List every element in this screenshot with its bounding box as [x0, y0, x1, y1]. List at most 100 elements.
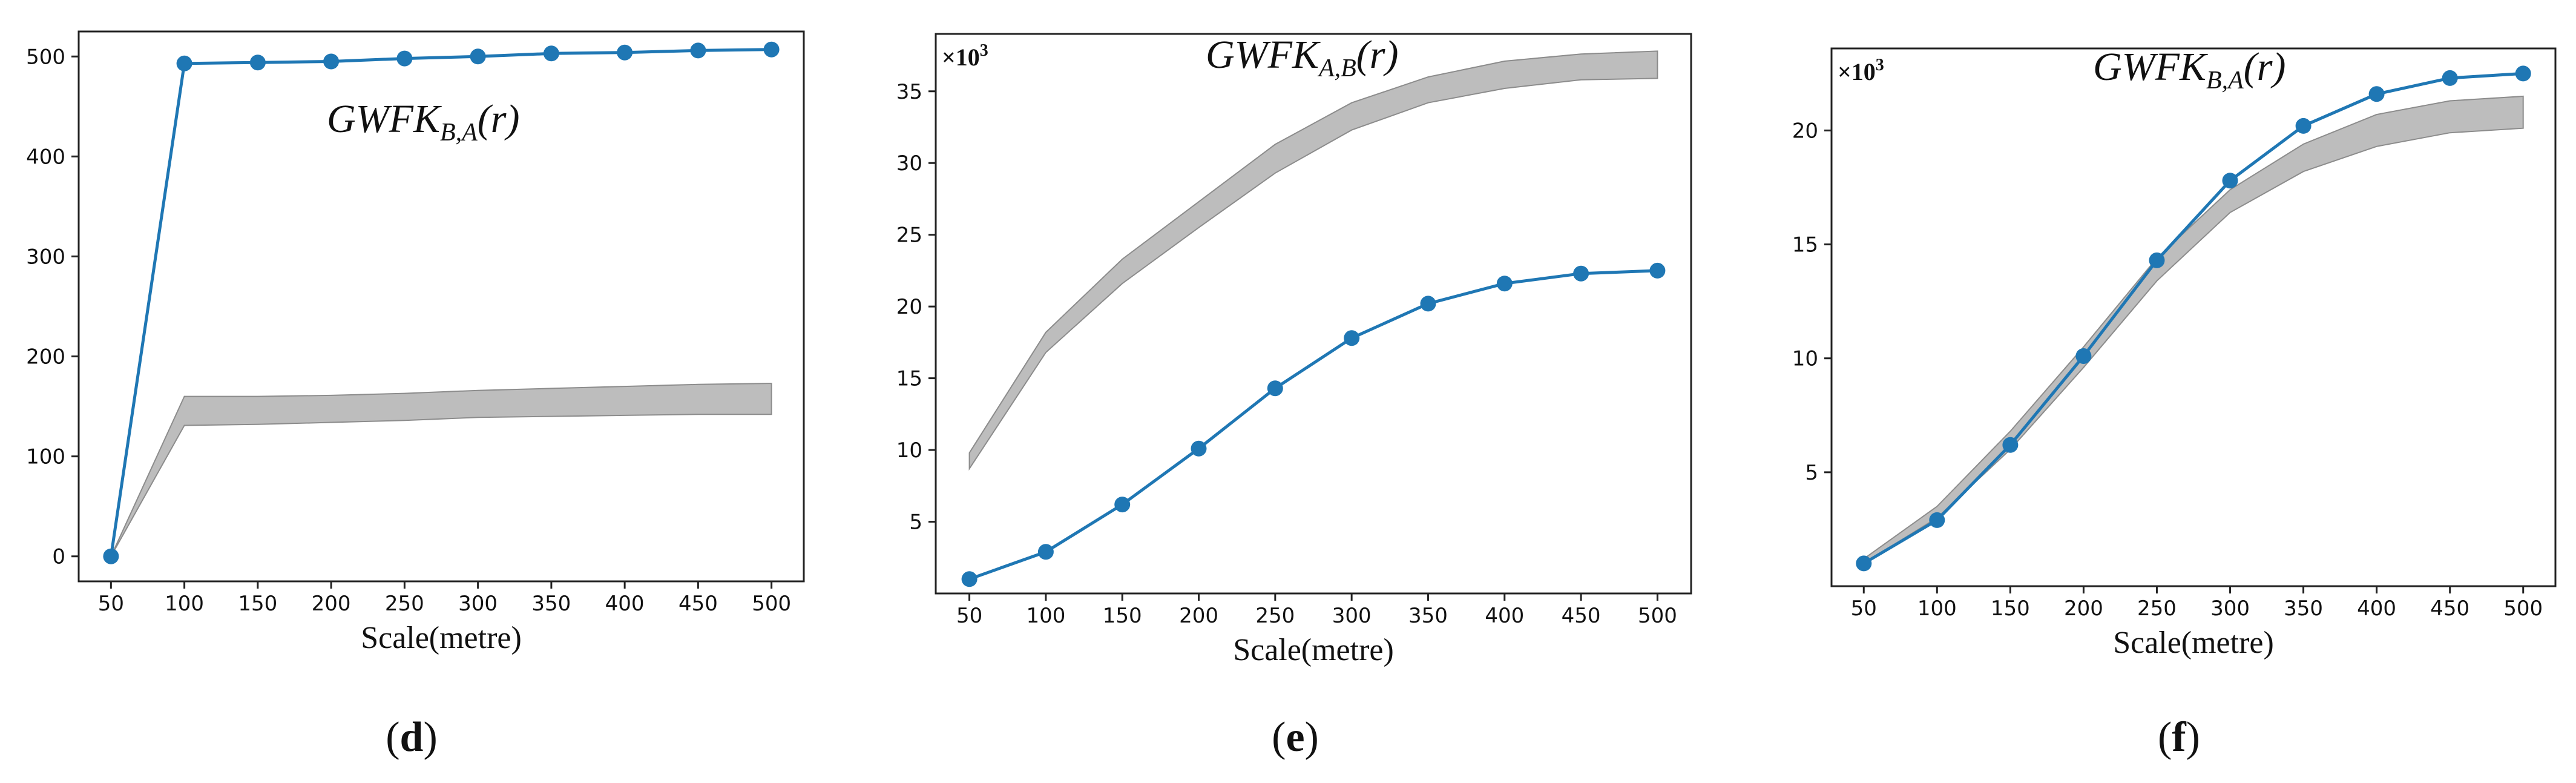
- y-tick-label: 10: [896, 438, 922, 463]
- data-point: [103, 548, 119, 564]
- chart-title: GWFKA,B(r): [1206, 33, 1398, 82]
- x-tick-label: 450: [1562, 604, 1601, 628]
- data-point: [2002, 437, 2019, 453]
- data-point: [1344, 330, 1360, 346]
- x-axis-label: Scale(metre): [361, 621, 522, 655]
- data-point: [1573, 265, 1589, 282]
- x-tick-label: 150: [1991, 596, 2030, 621]
- x-tick-label: 350: [531, 592, 571, 616]
- data-point: [961, 571, 978, 587]
- data-point: [2295, 117, 2312, 134]
- data-point: [617, 44, 633, 61]
- x-tick-label: 150: [238, 592, 277, 616]
- title-main: GWFK: [2093, 45, 2208, 89]
- panel-label-f: (f): [2158, 714, 2200, 761]
- x-tick-label: 150: [1103, 604, 1142, 628]
- y-tick-label: 35: [896, 80, 922, 104]
- x-axis-label: Scale(metre): [1233, 633, 1394, 667]
- envelope-band: [110, 383, 772, 557]
- plot-frame: [77, 30, 805, 583]
- y-tick-label: 500: [26, 45, 65, 69]
- y-tick-label: 15: [1792, 233, 1818, 257]
- x-tick-label: 250: [1255, 604, 1295, 628]
- data-point: [176, 55, 192, 71]
- title-tail: (r): [1356, 33, 1399, 77]
- series-line: [1863, 71, 2523, 565]
- title-subscript: A,B: [1317, 55, 1356, 82]
- x-tick-label: 500: [1638, 604, 1677, 628]
- data-point: [396, 50, 413, 67]
- data-point: [763, 41, 780, 58]
- title-subscript: B,A: [2206, 67, 2244, 94]
- panel-label-close: ): [423, 714, 437, 761]
- panel-label-letter: e: [1286, 714, 1304, 761]
- y-tick-label: 15: [896, 367, 922, 391]
- panel-label-open: (: [1272, 714, 1286, 761]
- x-tick-label: 250: [2137, 596, 2177, 621]
- data-point: [2222, 173, 2238, 189]
- y-tick-label: 300: [26, 245, 65, 269]
- data-point: [1420, 296, 1436, 312]
- panel-label-open: (: [386, 714, 399, 761]
- series-line: [109, 48, 772, 557]
- y-scale-multiplier: ×103: [1838, 56, 1884, 85]
- chart-panel-e: 50 100 150 200 250 300 350 400 450 500 5 10 15 20 25 30…: [896, 33, 1692, 667]
- y-scale-multiplier: ×103: [942, 41, 988, 71]
- data-point: [2442, 70, 2458, 86]
- plot-frame: [935, 33, 1692, 595]
- y-tick-label: 20: [1792, 119, 1818, 143]
- y-tick-label: 200: [26, 345, 65, 369]
- title-main: GWFK: [327, 97, 442, 141]
- x-tick-label: 400: [605, 592, 645, 616]
- title-subscript: B,A: [440, 119, 478, 147]
- x-tick-label: 50: [956, 604, 982, 628]
- data-point: [1856, 555, 1872, 572]
- x-tick-label: 200: [312, 592, 351, 616]
- x-tick-label: 100: [1917, 596, 1957, 621]
- scale-exponent: 3: [1876, 56, 1884, 74]
- plot-frame: [1830, 47, 2557, 587]
- y-tick-label: 0: [52, 545, 65, 569]
- panel-label-d: (d): [386, 714, 438, 761]
- x-tick-label: 300: [1332, 604, 1372, 628]
- chart-panel-d: 50 100 150 200 250 300 350 400 450 500 0 100 200 300 4…: [26, 30, 805, 655]
- series-line: [968, 269, 1658, 581]
- y-tick-label: 5: [909, 510, 922, 535]
- x-tick-label: 50: [98, 592, 124, 616]
- data-point: [1267, 380, 1283, 397]
- scale-base: ×10: [942, 44, 980, 71]
- data-point: [1191, 440, 1207, 457]
- chart-title: GWFKB,A(r): [2093, 45, 2285, 94]
- y-tick-label: 10: [1792, 347, 1818, 371]
- panel-label-close: ): [1305, 714, 1319, 761]
- data-point: [2149, 252, 2165, 268]
- x-tick-label: 300: [458, 592, 498, 616]
- scale-base: ×10: [1838, 58, 1876, 85]
- x-tick-label: 50: [1851, 596, 1877, 621]
- x-tick-label: 250: [385, 592, 424, 616]
- data-point: [1114, 497, 1131, 513]
- data-point: [543, 45, 559, 62]
- y-tick-label: 100: [26, 445, 65, 469]
- chart-title: GWFKB,A(r): [327, 97, 519, 147]
- y-tick-label: 5: [1805, 461, 1818, 485]
- data-point: [2368, 86, 2385, 102]
- y-tick-label: 400: [26, 145, 65, 169]
- x-axis-label: Scale(metre): [2113, 626, 2274, 660]
- x-tick-label: 450: [2430, 596, 2469, 621]
- x-tick-label: 450: [678, 592, 718, 616]
- data-point: [1649, 262, 1666, 279]
- panel-label-letter: f: [2172, 714, 2186, 761]
- x-tick-label: 200: [2064, 596, 2103, 621]
- x-tick-label: 350: [1408, 604, 1448, 628]
- data-point: [249, 55, 266, 71]
- panel-label-close: ): [2186, 714, 2200, 761]
- data-point: [470, 48, 486, 65]
- y-tick-label: 20: [896, 295, 922, 319]
- title-tail: (r): [478, 97, 520, 141]
- x-tick-label: 200: [1179, 604, 1218, 628]
- data-point: [1496, 276, 1513, 292]
- chart-panel-f: 50 100 150 200 250 300 350 400 450 500 5 10 15 20 Scal…: [1792, 45, 2557, 660]
